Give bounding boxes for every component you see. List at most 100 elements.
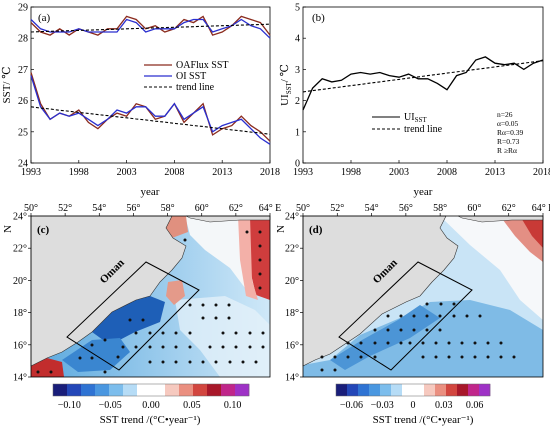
- legend-oaflux-label: OAFlux SST: [176, 60, 229, 71]
- colorbar-swatch: [424, 384, 436, 396]
- lon-tick-label: 60°: [195, 203, 209, 214]
- significance-dot: [359, 341, 363, 345]
- significance-dot: [188, 345, 192, 349]
- panel-d-lon-ticks: 50° 52° 54° 56° 58° 60° 62° 64° E: [296, 203, 550, 216]
- significance-dot: [90, 343, 94, 347]
- lon-tick-label: 56°: [399, 203, 413, 214]
- y-tick-label: 4: [295, 34, 300, 45]
- lat-tick-label: 20°: [285, 276, 299, 287]
- colorbar-swatch: [81, 384, 96, 396]
- colorbar-swatch: [413, 384, 425, 396]
- significance-dot: [439, 302, 443, 306]
- lat-tick-label: 14°: [13, 373, 27, 384]
- x-tick-label: 2018: [533, 167, 550, 178]
- colorbar-tick-label: 0.05: [183, 400, 201, 411]
- significance-dot: [412, 314, 416, 318]
- lon-tick-label: 60°: [467, 203, 481, 214]
- significance-dot: [248, 331, 252, 335]
- x-tick-label: 2008: [164, 167, 184, 178]
- significance-dot: [161, 331, 165, 335]
- panel-a-legend: OAFlux SST OI SST trend line: [144, 60, 229, 93]
- colorbar-swatch: [369, 384, 381, 396]
- lon-tick-label: 64° E: [259, 203, 282, 214]
- panel-c: Oman (c) 50° 52° 54° 56° 58° 60° 62° 64° E 24°2…: [2, 203, 281, 426]
- panel-b-xlabel: year: [414, 186, 433, 198]
- significance-dot: [486, 341, 490, 345]
- significance-dot: [103, 370, 107, 374]
- significance-dot: [359, 355, 363, 359]
- colorbar-tick-label: 0: [411, 400, 416, 411]
- x-tick-label: 1993: [293, 167, 313, 178]
- significance-dot: [49, 370, 53, 374]
- colorbar-tick-label: 0.06: [466, 400, 484, 411]
- x-tick-label: 2013: [212, 167, 232, 178]
- panel-d-colorbar-label: SST trend /(°C•year⁻¹): [373, 414, 474, 426]
- significance-dot: [128, 318, 132, 322]
- lat-tick-label: 18°: [13, 308, 27, 319]
- colorbar-frame: [335, 383, 491, 397]
- significance-dot: [201, 360, 205, 364]
- lon-tick-label: 52°: [58, 203, 72, 214]
- panel-c-label: (c): [37, 224, 50, 236]
- significance-dot: [188, 303, 192, 307]
- significance-dot: [188, 360, 192, 364]
- significance-dot: [512, 355, 516, 359]
- y-tick-label: 25: [18, 127, 28, 138]
- colorbar-swatch: [468, 384, 480, 396]
- panel-d-significance-dots: [320, 302, 516, 372]
- significance-dot: [201, 303, 205, 307]
- significance-dot: [386, 328, 390, 332]
- significance-dot: [434, 341, 438, 345]
- y-tick-label: 24: [18, 159, 28, 170]
- significance-dot: [438, 328, 442, 332]
- significance-dot: [174, 345, 178, 349]
- lat-tick-label: 16°: [285, 340, 299, 351]
- panel-d-warming-ne-core: [520, 216, 543, 248]
- panel-b: 1993 1998 2003 2008 2013 2018 0 1 2 3 4 5 (b) year…: [279, 3, 550, 199]
- y-tick-label: 5: [295, 3, 300, 14]
- lon-tick-label: 62°: [229, 203, 243, 214]
- significance-dot: [245, 230, 249, 234]
- y-tick-label: 1: [295, 127, 300, 138]
- significance-dot: [460, 341, 464, 345]
- significance-dot: [258, 258, 262, 262]
- significance-dot: [188, 331, 192, 335]
- significance-dot: [408, 341, 412, 345]
- panel-a-plot-area: [30, 6, 271, 164]
- significance-dot: [447, 355, 451, 359]
- colorbar-swatch: [347, 384, 359, 396]
- significance-dot: [183, 238, 187, 242]
- panel-a-x-ticks: 1993 1998 2003 2008 2013 2018: [21, 160, 280, 178]
- lat-tick-label: 22°: [285, 244, 299, 255]
- panel-c-warming-oman: [166, 280, 185, 305]
- panel-a-xlabel: year: [141, 186, 160, 198]
- panel-d-region-box: [338, 261, 473, 371]
- series-line-ui: [302, 56, 544, 111]
- significance-dot: [228, 360, 232, 364]
- lon-tick-label: 52°: [330, 203, 344, 214]
- stat-compare: R ≥Rα: [497, 146, 517, 155]
- colorbar-swatch: [95, 384, 110, 396]
- lat-tick-label: 24°: [285, 212, 299, 223]
- significance-dot: [473, 341, 477, 345]
- colorbar-swatch: [165, 384, 180, 396]
- y-tick-label: 3: [295, 65, 300, 76]
- lat-tick-label: 24°: [13, 212, 27, 223]
- lon-tick-label: 56°: [126, 203, 140, 214]
- panel-c-warming-east-fade: [238, 216, 258, 300]
- significance-dot: [214, 316, 218, 320]
- panel-d-neutral-area: [440, 216, 543, 320]
- panel-b-ylabel: UISST/ ℃: [279, 64, 293, 106]
- colorbar-swatch: [193, 384, 208, 396]
- colorbar-swatch: [179, 384, 194, 396]
- colorbar-swatch: [380, 384, 392, 396]
- significance-dot: [36, 370, 40, 374]
- series-line-unnamed-5: [30, 106, 271, 135]
- colorbar-swatch: [53, 384, 68, 396]
- panel-a-label: (a): [38, 12, 51, 24]
- significance-dot: [261, 345, 265, 349]
- colorbar-swatch: [435, 384, 447, 396]
- colorbar-swatch: [137, 384, 152, 396]
- panel-b-series: [302, 56, 544, 111]
